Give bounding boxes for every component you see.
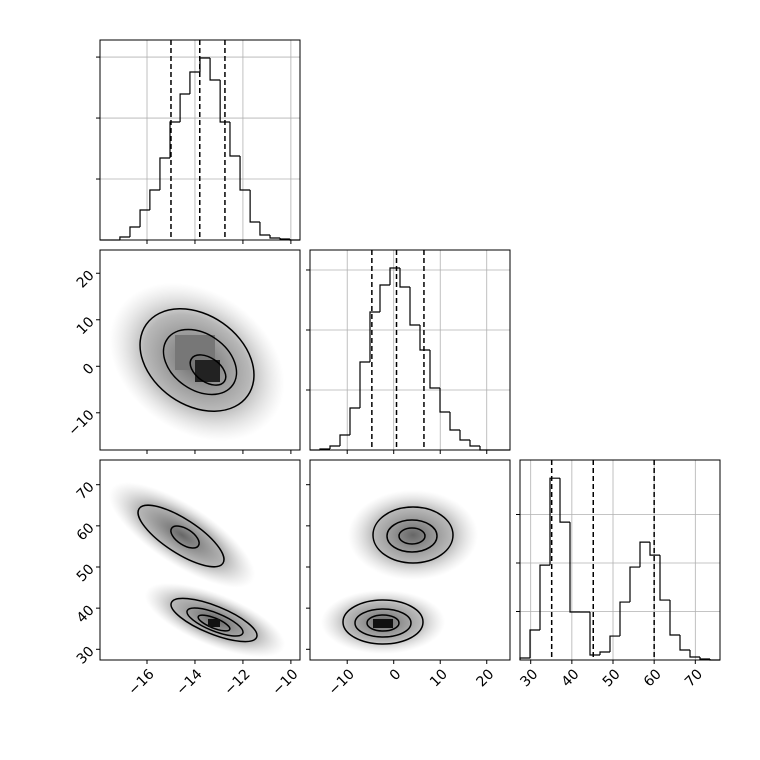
y-tick-label: 10 [74, 314, 98, 338]
histogram-bin [169, 121, 181, 158]
histogram-bin [449, 412, 460, 431]
histogram-bin [549, 477, 560, 566]
histogram-bin [469, 439, 480, 447]
histogram-bin [649, 542, 660, 556]
histogram-bin [669, 600, 680, 636]
histogram-bin [639, 541, 650, 568]
y-tick-label: 70 [74, 479, 98, 503]
panel-frame [519, 459, 721, 661]
x-tick-label: −16 [125, 666, 157, 698]
histogram-bin [339, 434, 350, 446]
histogram-bin [409, 286, 420, 326]
y-tick-label: 40 [74, 602, 98, 626]
y-tick-label: −10 [65, 407, 97, 439]
histogram-bin [259, 222, 271, 236]
x-tick-label: 50 [600, 666, 624, 690]
histogram-bin [119, 236, 130, 240]
y-tick-label: 20 [74, 268, 98, 292]
x-tick-label: 60 [641, 666, 665, 690]
histogram-bin [589, 612, 600, 656]
histogram-bin [359, 361, 370, 408]
y-tick-label: 60 [74, 520, 98, 544]
y-tick-label: 50 [74, 561, 98, 585]
histogram-bin [689, 650, 700, 658]
x-tick-label: −14 [173, 666, 205, 698]
histogram-bin [239, 155, 251, 191]
histogram-bin [529, 629, 540, 659]
histogram-bin [389, 267, 400, 285]
histogram-bin [609, 635, 620, 652]
histogram-bin [369, 311, 380, 362]
histogram-bin [139, 209, 150, 228]
x-tick-label: 0 [387, 666, 405, 684]
histogram-bin [699, 656, 710, 660]
density-panel [321, 490, 478, 654]
panel-frame [99, 459, 301, 661]
x-tick-label: 30 [517, 666, 541, 690]
panel-frame [99, 249, 301, 451]
histogram-bin [209, 57, 221, 81]
histogram-bin [229, 122, 241, 157]
histogram-bin [599, 651, 610, 656]
histogram-bin [149, 189, 160, 210]
histogram-bin [129, 226, 141, 238]
histogram-bin [279, 237, 290, 240]
histogram-bin [179, 93, 190, 123]
histogram-bin [459, 430, 470, 441]
histogram-bin [269, 235, 281, 239]
histogram-bin [199, 57, 211, 73]
histogram-bin [329, 445, 340, 449]
histogram-bin [539, 564, 550, 631]
histogram-bin [679, 635, 690, 651]
x-tick-label: −10 [326, 666, 358, 698]
x-tick-label: 20 [473, 666, 497, 690]
histogram-bin [419, 325, 430, 351]
histogram-bin [159, 157, 171, 190]
panel-frame [309, 249, 511, 451]
panel-frame [99, 39, 301, 241]
y-tick-label: 30 [74, 644, 98, 668]
density-panel [109, 282, 285, 442]
histogram-bin [429, 349, 440, 389]
x-tick-label: −12 [221, 666, 253, 698]
y-tick-label: 0 [80, 361, 98, 379]
density-panel [108, 482, 286, 658]
histogram-bin [349, 407, 360, 435]
histogram-bin [439, 388, 450, 413]
histogram-bin [249, 190, 260, 223]
histogram-bin [189, 71, 200, 95]
x-tick-label: 70 [682, 666, 706, 690]
histogram-bin [629, 566, 640, 603]
x-tick-label: 40 [559, 666, 583, 690]
histogram-bin [559, 478, 570, 523]
histogram-bin [479, 445, 490, 451]
histogram-bin [569, 522, 580, 613]
histogram-bin [219, 80, 230, 123]
histogram-bin [619, 601, 630, 637]
x-tick-label: −10 [269, 666, 301, 698]
x-tick-label: 10 [427, 666, 451, 690]
histogram-bin [659, 555, 670, 601]
histogram-bin [399, 268, 410, 288]
histogram-bin [379, 284, 390, 312]
panel-frame [309, 459, 511, 661]
